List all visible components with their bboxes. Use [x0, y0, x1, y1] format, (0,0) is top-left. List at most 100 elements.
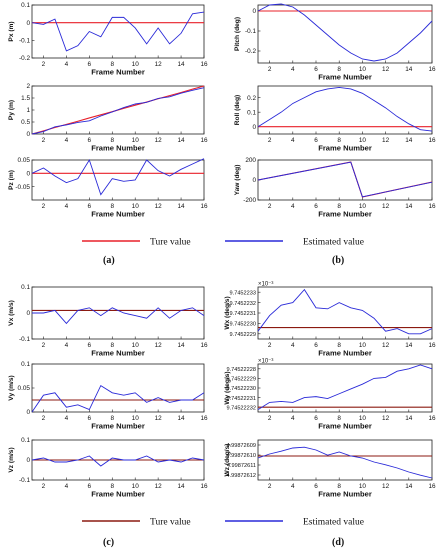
chart-5-frame [257, 85, 433, 135]
chart-2-xtick-label: 10 [132, 137, 140, 144]
chart-10-multiplier: ×10⁻³ [258, 282, 273, 288]
chart-10-xtick-label: 4 [291, 342, 295, 349]
caption-c: (c) [103, 537, 114, 548]
chart-8-xtick-label: 8 [110, 415, 114, 422]
chart-6-xtick-label: 10 [359, 203, 367, 210]
chart-5-xtick-label: 14 [405, 137, 413, 144]
chart-4-xtick-label: 14 [405, 66, 413, 73]
chart-11-ytick-label: 9.74522230 [226, 386, 256, 392]
chart-1-xtick-label: 6 [88, 61, 92, 68]
chart-8-ytick-label: 0.1 [21, 361, 30, 368]
chart-7-ytick-label: -0.1 [19, 336, 30, 343]
chart-3-xlabel: Frame Number [91, 210, 145, 219]
legend-est-label-top: Estimated value [303, 238, 364, 248]
chart-3: 2 4 6 8 10 12 14 16 -0.05 0 0.05 Frame Number Pz (m) [8, 157, 208, 218]
chart-2-ytick-label: 0.5 [21, 119, 30, 126]
chart-12-ytick-label: 4.99872612 [226, 473, 256, 479]
chart-7-xtick-label: 8 [110, 342, 114, 349]
chart-10-ytick-label: 9.7452233 [230, 290, 256, 296]
chart-9: 2 4 6 8 10 12 14 16 -0.1 0 0.1 Frame Number Vz (m/s) [8, 437, 208, 498]
chart-4-xtick-label: 2 [268, 66, 272, 73]
chart-4-estimated-line [257, 3, 433, 62]
chart-7-xtick-label: 4 [65, 342, 69, 349]
caption-d: (d) [332, 537, 344, 548]
chart-1-xtick-label: 4 [65, 61, 69, 68]
chart-9-xtick-label: 14 [178, 483, 186, 490]
caption-a: (a) [103, 255, 115, 266]
chart-10-xtick-label: 8 [337, 342, 341, 349]
chart-11-ytick-label: 9.74522228 [226, 367, 256, 373]
chart-11-xtick-label: 4 [291, 415, 295, 422]
chart-7-ytick-label: 0.1 [21, 284, 30, 291]
chart-8-xtick-label: 2 [42, 415, 46, 422]
chart-2-xtick-label: 8 [110, 137, 114, 144]
chart-10-xtick-label: 14 [405, 342, 413, 349]
chart-1-xtick-label: 12 [155, 61, 163, 68]
chart-11-xtick-label: 12 [382, 415, 390, 422]
chart-7-xtick-label: 14 [178, 342, 186, 349]
chart-6-xtick-label: 6 [314, 203, 318, 210]
chart-5-xtick-label: 12 [382, 137, 390, 144]
chart-9-estimated-line [31, 455, 205, 467]
chart-4: 2 4 6 8 10 12 14 16 -0.2 -0.1 0 Frame Number Pitch (… [234, 3, 436, 82]
chart-5-ylabel: Roll (deg) [234, 95, 241, 125]
chart-9-xtick-label: 10 [132, 483, 140, 490]
chart-12-ytick-label: 4.99872610 [226, 453, 256, 459]
chart-7-xtick-label: 10 [132, 342, 140, 349]
chart-5-ytick-label: 0.1 [247, 109, 256, 116]
chart-4-xtick-label: 12 [382, 66, 390, 73]
chart-5-xtick-label: 6 [314, 137, 318, 144]
chart-12-frame [257, 439, 433, 481]
legend-est-label-bottom: Estimated value [303, 518, 364, 528]
chart-3-frame [31, 159, 205, 201]
chart-10-xtick-label: 2 [268, 342, 272, 349]
chart-11-frame [257, 363, 433, 413]
chart-11-estimated-line [257, 364, 433, 410]
caption-b: (b) [332, 255, 344, 266]
chart-10-xlabel: Frame Number [318, 349, 372, 358]
chart-9-ytick-label: 0.1 [21, 437, 30, 444]
chart-8-xtick-label: 16 [200, 415, 208, 422]
chart-3-ylabel: Pz (m) [8, 170, 15, 190]
chart-6-estimated-line [257, 161, 433, 198]
chart-5-ytick-label: 0 [252, 124, 256, 131]
legend-true-label-top: Ture value [150, 238, 191, 248]
chart-5-xtick-label: 10 [359, 137, 367, 144]
chart-11: 2 4 6 8 10 12 14 16 9.74522232 9.74522231 9.745222… [224, 359, 436, 431]
chart-4-xtick-label: 6 [314, 66, 318, 73]
chart-3-xtick-label: 6 [88, 203, 92, 210]
chart-12-xtick-label: 6 [314, 483, 318, 490]
chart-10-frame [257, 286, 433, 340]
chart-6-xtick-label: 16 [428, 203, 436, 210]
chart-2-estimated-line [31, 87, 205, 135]
chart-12-ytick-label: 4.99872611 [227, 463, 256, 469]
chart-4-xtick-label: 8 [337, 66, 341, 73]
chart-1: 2 4 6 8 10 12 14 16 -0.2 -0.1 0 0.1 Frame Number Px (… [8, 2, 208, 76]
chart-8-ylabel: Vy (m/s) [8, 375, 15, 400]
chart-11-ytick-label: 9.74522232 [226, 405, 256, 411]
chart-7-xtick-label: 16 [200, 342, 208, 349]
chart-12-xtick-label: 8 [337, 483, 341, 490]
chart-2-ylabel: Py (m) [8, 100, 15, 120]
chart-11-xtick-label: 8 [337, 415, 341, 422]
chart-4-ytick-label: -0.1 [245, 28, 256, 35]
chart-2-ytick-label: 1.5 [21, 95, 30, 102]
chart-5-xtick-label: 2 [268, 137, 272, 144]
chart-1-ylabel: Px (m) [8, 21, 15, 41]
chart-6-frame [257, 159, 433, 201]
chart-12: 2 4 6 8 10 12 14 16 4.99872612 4.99872611 4.998726… [224, 439, 436, 499]
chart-6-ytick-label: 200 [245, 157, 256, 164]
chart-9-xtick-label: 4 [65, 483, 69, 490]
chart-6-ytick-label: 0 [252, 177, 256, 184]
chart-10-xtick-label: 16 [428, 342, 436, 349]
chart-5-xtick-label: 4 [291, 137, 295, 144]
chart-2-xlabel: Frame Number [91, 144, 145, 153]
chart-3-xtick-label: 2 [42, 203, 46, 210]
chart-2: 2 4 6 8 10 12 14 16 0 0.5 1 1.5 2 Frame Number Py (m) [8, 83, 208, 152]
chart-4-xtick-label: 4 [291, 66, 295, 73]
chart-5-xtick-label: 16 [428, 137, 436, 144]
legend-bottom: Ture value Estimated value [82, 518, 364, 528]
chart-2-xtick-label: 2 [42, 137, 46, 144]
chart-7-xtick-label: 6 [88, 342, 92, 349]
